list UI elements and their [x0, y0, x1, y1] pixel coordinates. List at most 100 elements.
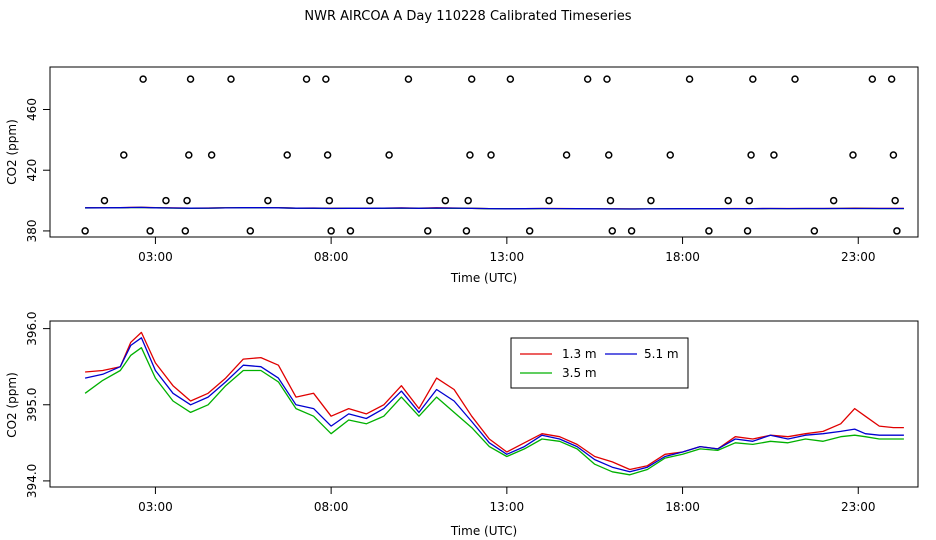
calibration-point	[506, 75, 515, 83]
bottom-y-tick-label: 396.0	[25, 311, 39, 345]
calibration-point	[745, 196, 754, 205]
calibration-point	[366, 196, 374, 205]
calibration-point	[346, 227, 355, 235]
calibration-point	[608, 227, 617, 235]
calibration-point	[185, 151, 193, 159]
calibration-point	[327, 227, 335, 235]
calibration-point	[139, 75, 147, 83]
calibration-point	[264, 196, 272, 205]
calibration-point	[705, 227, 713, 235]
top-x-tick-label: 08:00	[314, 250, 349, 264]
bottom-x-tick-label: 03:00	[138, 500, 173, 514]
panel-bottom-y-axis: 394.0 395.0 396.0	[25, 311, 50, 498]
calibration-point	[889, 151, 898, 159]
bottom-x-tick-label: 23:00	[841, 500, 876, 514]
panel-bottom-frame	[49, 320, 919, 488]
calibration-point	[606, 196, 615, 205]
top-series-line-5-1-m	[85, 206, 904, 210]
series-line-5-1-m	[84, 337, 904, 473]
panel-top-xlabel: Time (UTC)	[450, 271, 517, 285]
panel-bottom-xlabel: Time (UTC)	[450, 524, 517, 538]
top-x-tick-label: 23:00	[841, 250, 876, 264]
calibration-point	[100, 196, 109, 205]
calibration-point	[791, 75, 799, 83]
calibration-point	[246, 227, 255, 235]
bottom-y-tick-label: 395.0	[25, 388, 39, 422]
calibration-point	[186, 75, 195, 83]
calibration-point	[868, 75, 877, 83]
calibration-point	[887, 75, 896, 83]
calibration-point	[545, 196, 553, 205]
calibration-point	[424, 227, 432, 235]
legend-label-1-3m: 1.3 m	[562, 347, 597, 361]
calibration-point	[467, 75, 476, 83]
calibration-point	[385, 151, 393, 159]
calibration-point	[747, 151, 755, 159]
series-line-1-3-m	[85, 331, 904, 471]
panel-bottom-ylabel: CO2 (ppm)	[5, 372, 19, 438]
calibration-point	[525, 227, 534, 235]
top-x-tick-label: 03:00	[138, 250, 173, 264]
calibration-point	[181, 227, 190, 235]
calibration-point	[466, 151, 474, 159]
calibration-point	[605, 151, 613, 159]
calibration-point	[583, 75, 592, 83]
panel-bottom: 03:00 08:00 13:00 18:00 23:00 394.0 395.0 396.…	[5, 311, 919, 538]
calibration-point	[627, 227, 636, 235]
calibration-point	[464, 196, 472, 205]
calibration-point	[162, 196, 170, 205]
series-line-3-5-m	[84, 347, 904, 476]
calibration-point	[81, 227, 89, 235]
panel-top-frame	[49, 66, 919, 238]
panel-bottom-x-axis: 03:00 08:00 13:00 18:00 23:00	[138, 487, 876, 514]
calibration-point	[562, 151, 571, 159]
bottom-y-tick-label: 394.0	[25, 464, 39, 498]
legend-label-5-1m: 5.1 m	[644, 347, 679, 361]
calibration-point	[462, 227, 471, 235]
calibration-point	[441, 196, 450, 205]
legend-frame	[510, 337, 689, 389]
panel-top-calibration-points	[81, 75, 901, 235]
panel-top-x-axis: 03:00 08:00 13:00 18:00 23:00	[138, 237, 876, 264]
calibration-point	[146, 227, 154, 235]
calibration-point	[685, 75, 694, 83]
legend: 1.3 m 5.1 m 3.5 m	[510, 337, 689, 389]
panel-top: 03:00 08:00 13:00 18:00 23:00 380 420 460 Time…	[5, 66, 919, 285]
calibration-point	[325, 196, 334, 205]
calibration-point	[849, 151, 857, 159]
calibration-point	[120, 151, 128, 159]
calibration-point	[322, 75, 330, 83]
bottom-x-tick-label: 13:00	[490, 500, 525, 514]
panel-top-series-lines	[85, 206, 904, 210]
top-y-tick-label: 460	[25, 98, 39, 121]
calibration-point	[647, 196, 655, 205]
calibration-point	[603, 75, 611, 83]
calibration-point	[207, 151, 216, 159]
top-y-tick-label: 420	[25, 159, 39, 182]
calibration-point	[302, 75, 311, 83]
calibration-point	[487, 151, 495, 159]
page-title: NWR AIRCOA A Day 110228 Calibrated Times…	[304, 9, 632, 24]
calibration-point	[323, 151, 332, 159]
calibration-point	[283, 151, 291, 159]
calibration-point	[404, 75, 413, 83]
calibration-point	[724, 196, 732, 205]
legend-label-3-5m: 3.5 m	[562, 366, 597, 380]
panel-bottom-series-lines	[84, 331, 904, 476]
top-x-tick-label: 18:00	[665, 250, 700, 264]
calibration-point	[666, 151, 675, 159]
calibration-point	[893, 227, 901, 235]
calibration-point	[227, 75, 235, 83]
top-y-tick-label: 380	[25, 219, 39, 242]
calibration-point	[829, 196, 838, 205]
panel-top-ylabel: CO2 (ppm)	[5, 119, 19, 185]
panel-top-y-axis: 380 420 460	[25, 98, 50, 242]
bottom-x-tick-label: 18:00	[665, 500, 700, 514]
bottom-x-tick-label: 08:00	[314, 500, 349, 514]
calibration-point	[749, 75, 757, 83]
calibration-point	[810, 227, 819, 235]
calibration-point	[743, 227, 752, 235]
calibration-point	[770, 151, 778, 159]
top-x-tick-label: 13:00	[490, 250, 525, 264]
